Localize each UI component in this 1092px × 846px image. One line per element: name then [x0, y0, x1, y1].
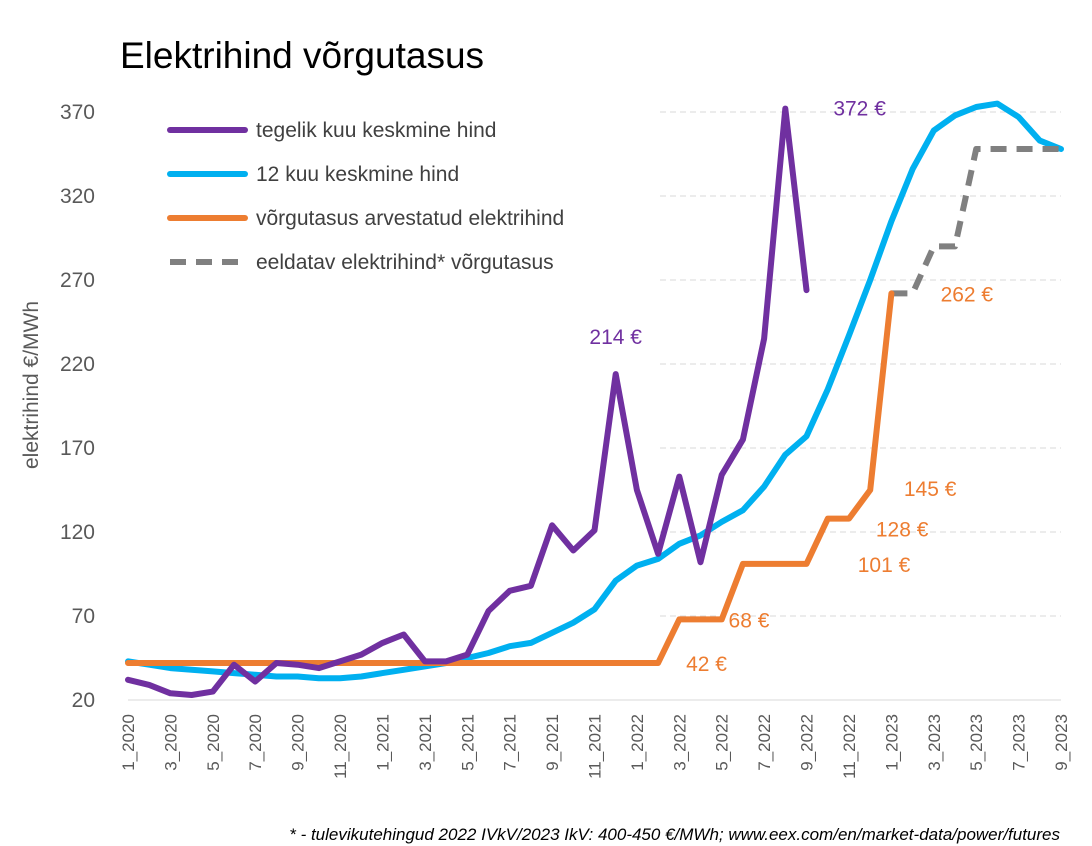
x-tick-label: 3_2023	[925, 714, 944, 771]
x-tick-labels: 1_2020 3_2020 5_2020 7_2020 9_2020 11_2020 1_2…	[119, 714, 1071, 779]
series-line	[125, 100, 1064, 682]
chart-title: Elektrihind võrgutasus	[120, 35, 484, 76]
y-axis-label: elektrihind €/MWh	[20, 301, 43, 469]
x-tick-label: 7_2020	[246, 714, 265, 771]
x-tick-label: 7_2021	[501, 714, 520, 771]
x-tick-label: 3_2021	[416, 714, 435, 771]
x-tick-label: 9_2021	[543, 714, 562, 771]
data-label: 262 €	[941, 283, 994, 306]
legend: tegelik kuu keskmine hind 12 kuu keskmine…	[167, 119, 564, 274]
y-tick-labels: 20 70 120 170 220 270 320 370	[60, 101, 95, 712]
y-tick-label: 370	[60, 101, 95, 124]
series-line	[891, 146, 1061, 297]
x-tick-label: 1_2020	[119, 714, 138, 771]
x-tick-label: 7_2022	[755, 714, 774, 771]
legend-label: tegelik kuu keskmine hind	[256, 119, 496, 142]
y-tick-label: 120	[60, 521, 95, 544]
data-labels: 372 € 214 € 42 €68 € 101 € 128 € 145 € 262 €	[589, 98, 993, 676]
x-tick-label: 1_2021	[373, 714, 392, 771]
x-tick-label: 1_2022	[628, 714, 647, 771]
footnote: * - tulevikutehingud 2022 IVkV/2023 IkV:…	[289, 825, 1060, 844]
x-tick-label: 11_2022	[840, 714, 859, 779]
legend-label: võrgutasus arvestatud elektrihind	[256, 207, 564, 230]
x-tick-label: 11_2021	[586, 714, 605, 779]
series-line	[125, 105, 810, 698]
x-tick-label: 3_2020	[161, 714, 180, 771]
x-tick-label: 5_2022	[713, 714, 732, 771]
x-tick-label: 3_2022	[670, 714, 689, 771]
x-tick-label: 5_2023	[967, 714, 986, 771]
data-label: 214 €	[589, 326, 642, 349]
y-tick-label: 170	[60, 437, 95, 460]
legend-label: 12 kuu keskmine hind	[256, 163, 459, 186]
y-tick-label: 320	[60, 185, 95, 208]
series-line	[125, 290, 895, 666]
data-label: 145 €	[904, 478, 957, 501]
y-tick-label: 270	[60, 269, 95, 292]
data-label: 101 €	[858, 554, 911, 577]
data-label: 372 €	[833, 98, 886, 121]
x-tick-label: 9_2023	[1052, 714, 1071, 771]
x-tick-label: 11_2020	[331, 714, 350, 779]
y-tick-label: 220	[60, 353, 95, 376]
x-tick-label: 5_2021	[458, 714, 477, 771]
data-label: 128 €	[876, 519, 929, 542]
x-tick-label: 9_2022	[798, 714, 817, 771]
x-tick-label: 5_2020	[204, 714, 223, 771]
x-tick-label: 7_2023	[1010, 714, 1029, 771]
x-tick-label: 9_2020	[289, 714, 308, 771]
legend-label: eeldatav elektrihind* võrgutasus	[256, 251, 554, 274]
gridlines	[128, 111, 1061, 701]
data-label: 68 €	[729, 609, 770, 632]
y-tick-label: 20	[72, 689, 95, 712]
data-label: 42 €	[686, 653, 727, 676]
x-tick-label: 1_2023	[882, 714, 901, 771]
y-tick-label: 70	[72, 605, 95, 628]
series-lines	[125, 100, 1064, 698]
